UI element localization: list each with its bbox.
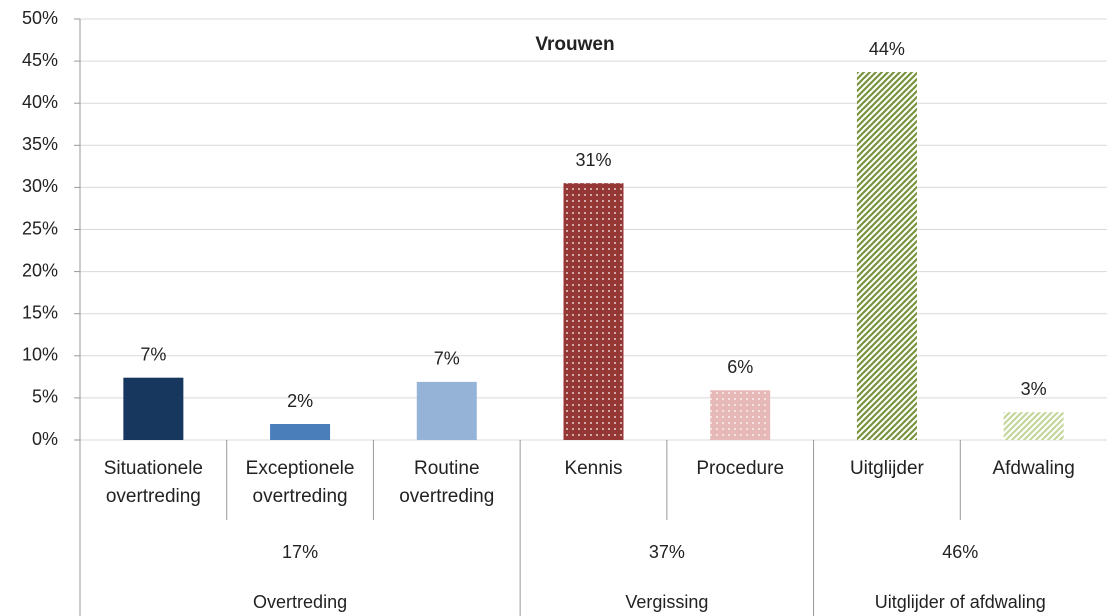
y-tick-label: 45% [22, 50, 58, 70]
bar [856, 72, 917, 441]
group-label: Overtreding [253, 592, 347, 612]
value-label: 31% [575, 150, 611, 170]
group-value-label: 37% [649, 542, 685, 562]
bar [416, 381, 477, 440]
y-tick-label: 40% [22, 92, 58, 112]
y-tick-label: 5% [32, 387, 58, 407]
chart-title: Vrouwen [535, 34, 614, 55]
value-label: 7% [434, 349, 460, 369]
bar [1003, 412, 1064, 440]
x-tick-label: Uitglijder [849, 458, 924, 479]
y-tick-label: 50% [22, 8, 58, 28]
y-tick-label: 0% [32, 429, 58, 449]
x-tick-label: Routine overtreding [399, 458, 495, 507]
x-tick-label: Kennis [564, 458, 623, 479]
group-label: Vergissing [625, 592, 708, 612]
y-tick-label: 25% [22, 218, 58, 238]
group-value-label: 46% [942, 542, 978, 562]
value-label: 44% [869, 39, 905, 59]
x-tick-label: Exceptionele overtreding [245, 458, 355, 507]
bar [270, 424, 331, 440]
value-label: 3% [1021, 379, 1047, 399]
x-tick-label: Procedure [696, 458, 785, 479]
y-tick-label: 35% [22, 134, 58, 154]
y-tick-label: 10% [22, 345, 58, 365]
y-tick-label: 15% [22, 302, 58, 322]
value-label: 7% [140, 344, 166, 364]
group-value-label: 17% [282, 542, 318, 562]
bar [710, 390, 771, 440]
value-label: 2% [287, 391, 313, 411]
value-label: 6% [727, 357, 753, 377]
y-tick-label: 30% [22, 176, 58, 196]
bar [123, 377, 184, 440]
group-label: Uitglijder of afdwaling [875, 592, 1046, 612]
y-tick-label: 20% [22, 260, 58, 280]
x-tick-label: Afdwaling [992, 458, 1075, 479]
x-tick-label: Situationele overtreding [103, 458, 203, 507]
bar [563, 183, 624, 440]
